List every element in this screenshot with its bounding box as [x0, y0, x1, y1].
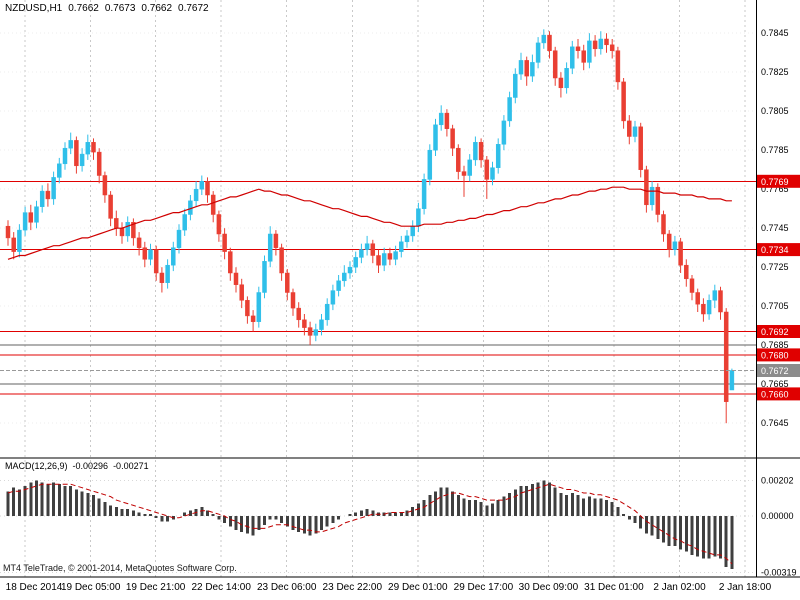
svg-text:0.7692: 0.7692	[761, 327, 789, 337]
svg-text:0.7765: 0.7765	[761, 184, 789, 194]
svg-text:19 Dec 05:00: 19 Dec 05:00	[61, 582, 121, 593]
ohlc-close-value: 0.7672	[178, 3, 209, 14]
svg-text:0.7705: 0.7705	[761, 301, 789, 311]
price-axis-labels: 0.7845 0.7825 0.7805 0.7785 0.7765 0.7745 0.77…	[761, 28, 789, 428]
svg-text:0.7734: 0.7734	[761, 245, 789, 255]
svg-text:30 Dec 09:00: 30 Dec 09:00	[519, 582, 579, 593]
symbol-period-label: NZDUSD,H1	[5, 3, 63, 14]
macd-main-value: -0.00296	[72, 461, 109, 471]
macd-name-label: MACD(12,26,9)	[5, 461, 68, 471]
svg-text:0.7665: 0.7665	[761, 379, 789, 389]
candlesticks	[5, 29, 735, 424]
svg-text:29 Dec 01:00: 29 Dec 01:00	[388, 582, 448, 593]
vertical-gridlines	[24, 0, 746, 577]
pane-separators	[0, 0, 800, 578]
ohlc-low-value: 0.7662	[141, 3, 173, 14]
chart-symbol-readout: NZDUSD,H1 0.7662 0.7673 0.7662 0.7672	[5, 3, 215, 14]
svg-text:23 Dec 06:00: 23 Dec 06:00	[257, 582, 317, 593]
svg-text:0.7805: 0.7805	[761, 106, 789, 116]
svg-text:19 Dec 21:00: 19 Dec 21:00	[126, 582, 186, 593]
svg-text:29 Dec 17:00: 29 Dec 17:00	[454, 582, 514, 593]
svg-text:0.7745: 0.7745	[761, 223, 789, 233]
svg-text:0.7825: 0.7825	[761, 67, 789, 77]
macd-signal-line	[7, 483, 733, 565]
svg-text:2 Jan 02:00: 2 Jan 02:00	[653, 582, 706, 593]
svg-text:0.7685: 0.7685	[761, 340, 789, 350]
price-level-tags: 0.7769 0.7734 0.7692 0.7680 0.7660 0.7672	[757, 174, 800, 401]
svg-text:0.00000: 0.00000	[761, 511, 794, 521]
svg-text:0.7680: 0.7680	[761, 350, 789, 360]
svg-text:22 Dec 14:00: 22 Dec 14:00	[191, 582, 251, 593]
macd-indicator-label: MACD(12,26,9) -0.00296 -0.00271	[5, 461, 154, 471]
svg-text:0.7845: 0.7845	[761, 28, 789, 38]
svg-text:2 Jan 18:00: 2 Jan 18:00	[719, 582, 772, 593]
svg-text:0.00202: 0.00202	[761, 475, 794, 485]
svg-text:0.7660: 0.7660	[761, 389, 789, 399]
macd-axis-labels: 0.00202 0.00000 -0.00319	[761, 475, 797, 577]
svg-text:31 Dec 01:00: 31 Dec 01:00	[584, 582, 644, 593]
macd-histogram	[6, 480, 734, 569]
horizontal-gridlines	[0, 32, 756, 573]
svg-text:23 Dec 22:00: 23 Dec 22:00	[323, 582, 383, 593]
ohlc-open-value: 0.7662	[68, 3, 99, 14]
svg-text:0.7725: 0.7725	[761, 262, 789, 272]
svg-text:0.7645: 0.7645	[761, 418, 789, 428]
svg-text:-0.00319: -0.00319	[761, 567, 797, 577]
svg-text:0.7785: 0.7785	[761, 145, 789, 155]
macd-signal-value: -0.00271	[113, 461, 149, 471]
svg-text:0.7769: 0.7769	[761, 177, 789, 187]
ohlc-high-value: 0.7673	[104, 3, 136, 14]
copyright-notice: MT4 TeleTrade, © 2001-2014, MetaQuotes S…	[3, 563, 237, 573]
moving-average-line	[7, 186, 732, 260]
svg-text:18 Dec 2014: 18 Dec 2014	[6, 582, 63, 593]
support-resistance-lines	[0, 180, 756, 395]
svg-text:0.7672: 0.7672	[761, 366, 789, 376]
